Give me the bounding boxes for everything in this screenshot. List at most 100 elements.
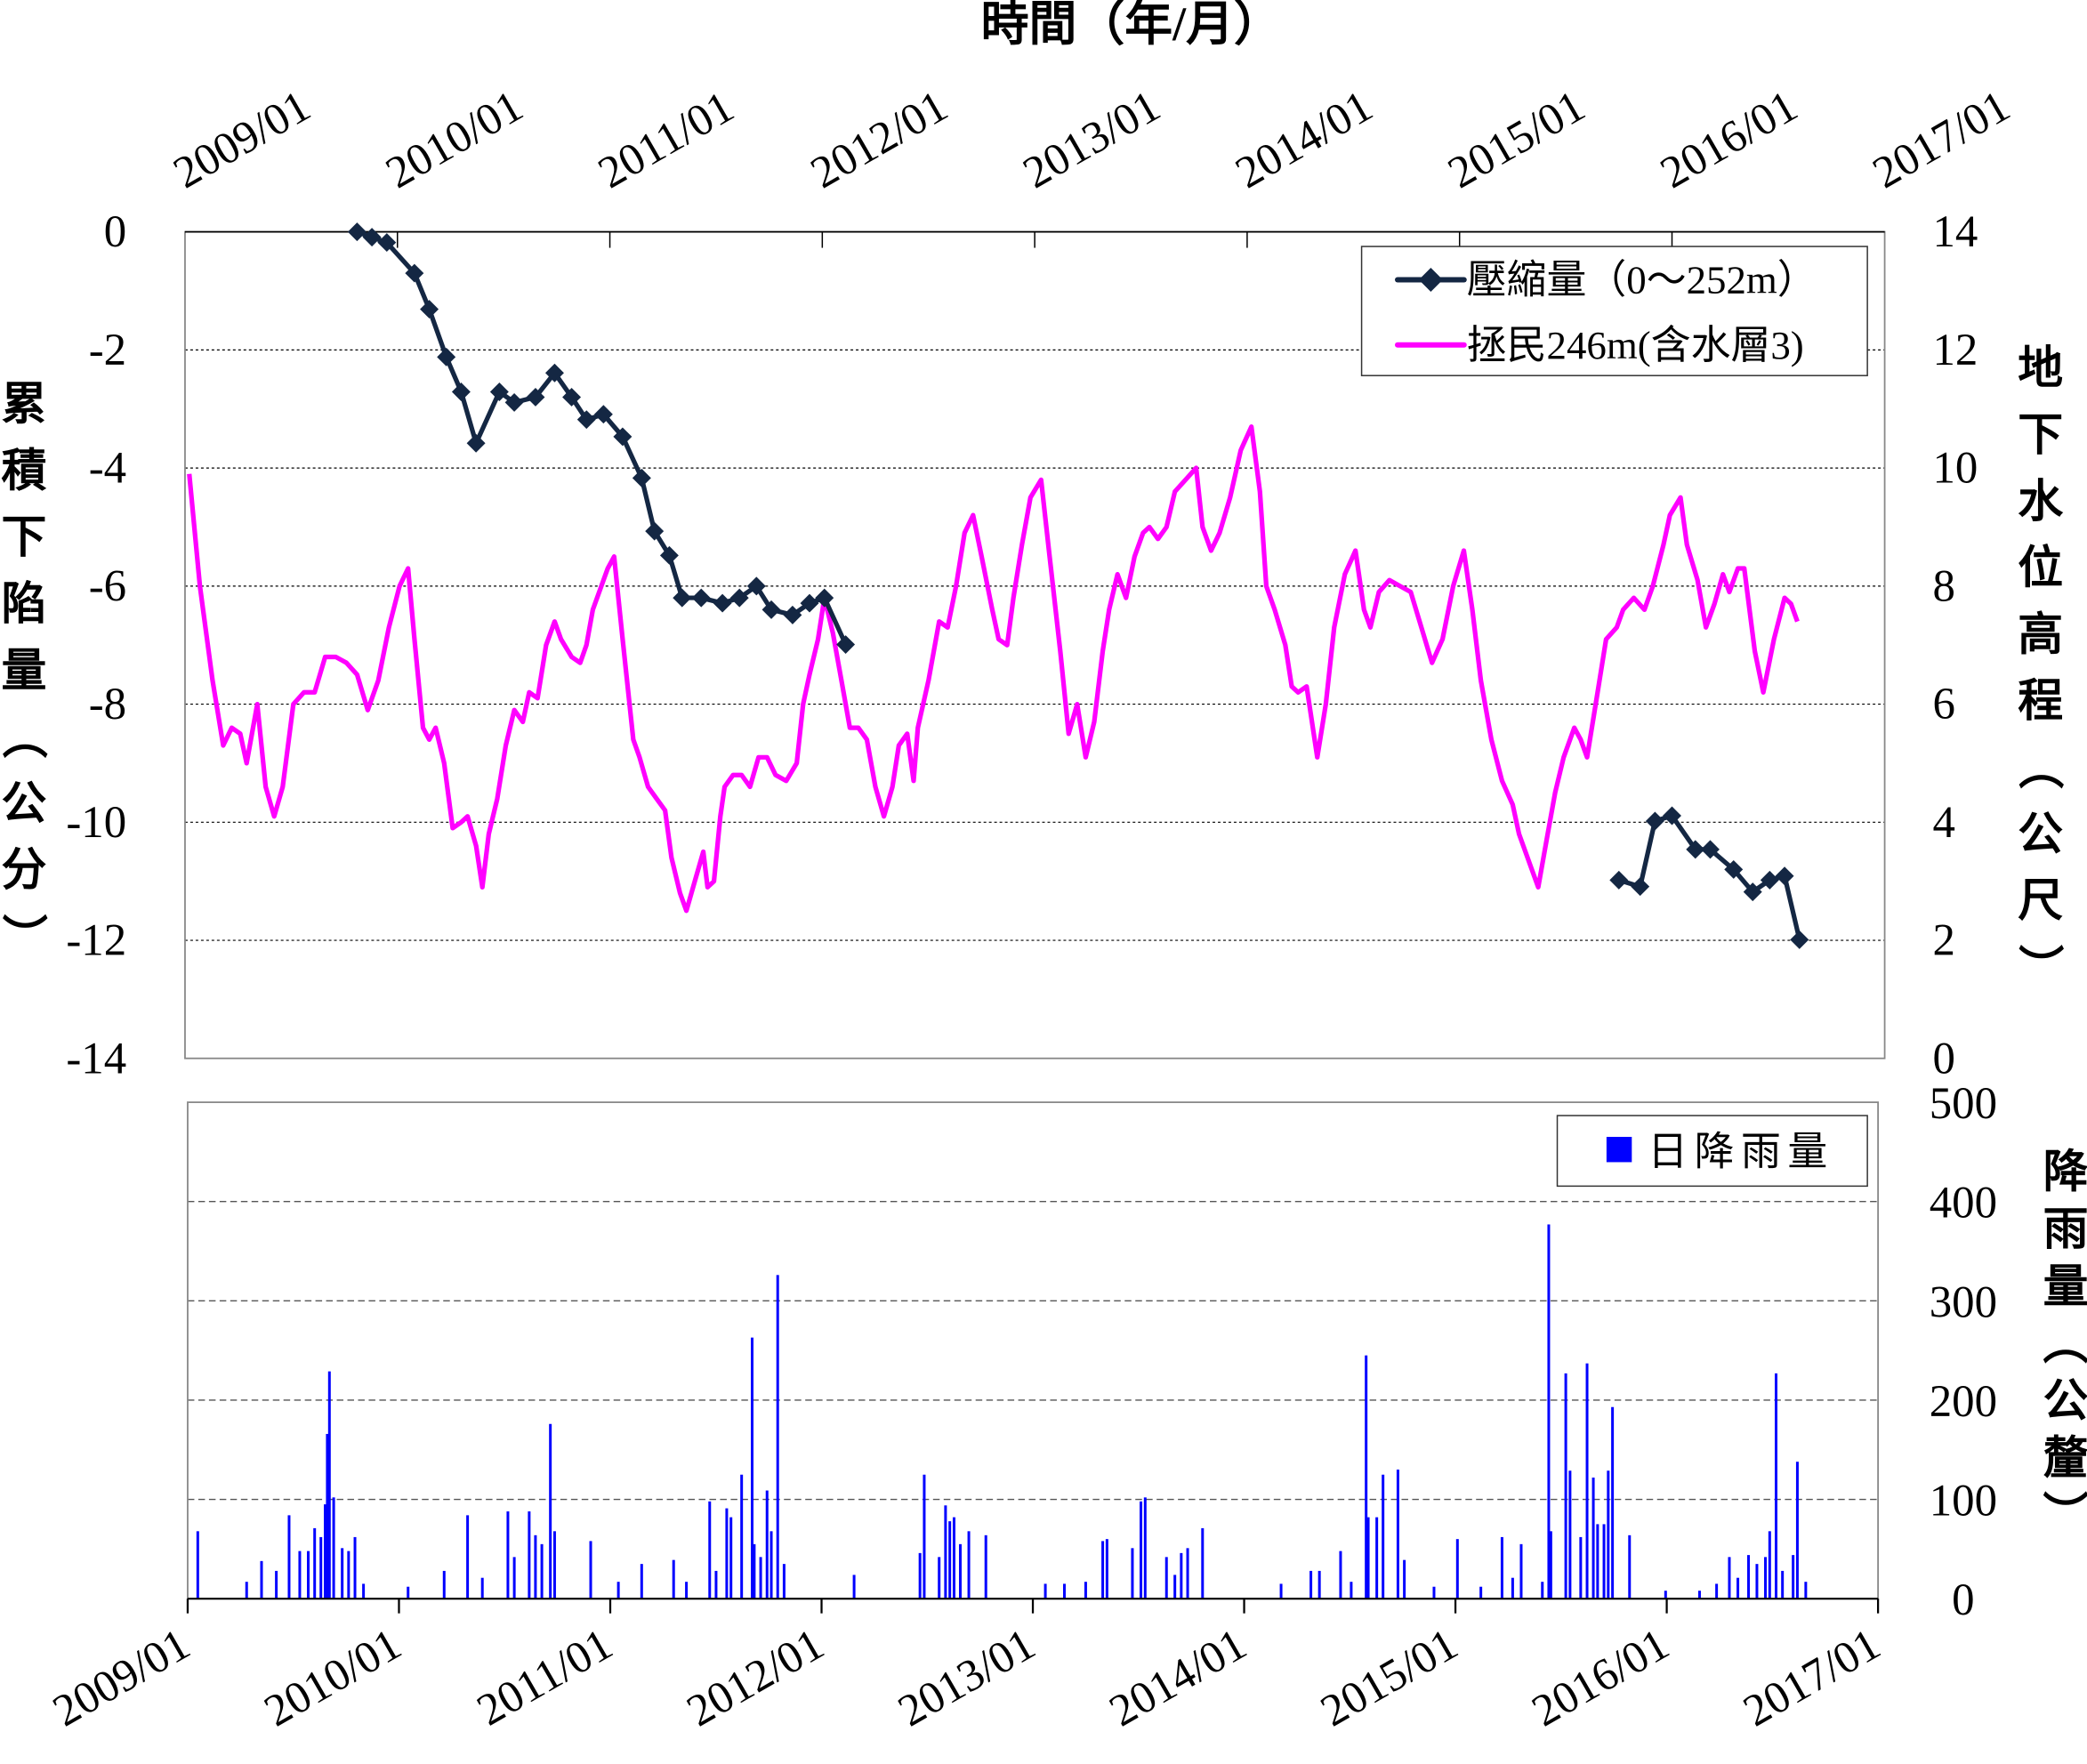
rainfall-bar [324, 1504, 327, 1599]
rainfall-bar [1547, 1224, 1551, 1599]
rainfall-bar [1628, 1534, 1632, 1599]
rainfall-bar [1366, 1517, 1370, 1599]
rainfall-bar [1164, 1557, 1168, 1599]
left-y-title-char: 累 [1, 381, 46, 431]
bottom-x-tick-label: 2011/01 [469, 1619, 621, 1736]
compression-point [1790, 930, 1809, 949]
left-y-tick-label: -4 [89, 444, 126, 494]
rainfall-bar [1568, 1470, 1572, 1599]
top-x-tick-label: 2017/01 [1865, 81, 2018, 198]
bottom-x-tick-label: 2012/01 [679, 1619, 832, 1736]
left-y-title-char: 分 [1, 846, 46, 896]
compression-point [466, 433, 486, 453]
compression-point [713, 593, 732, 613]
top-x-tick-label: 2012/01 [802, 81, 955, 198]
rainfall-bar [1365, 1355, 1368, 1599]
rainfall-bar [287, 1515, 291, 1599]
left-y-title-char: 公 [1, 779, 46, 829]
rainfall-bar [313, 1527, 317, 1599]
legend-rainfall-label: 日降雨量 [1648, 1129, 1833, 1173]
rainfall-bar [640, 1564, 643, 1599]
rainfall-bar [1143, 1497, 1147, 1599]
rainfall-bar [725, 1508, 729, 1599]
rainfall-bar [275, 1570, 278, 1599]
x-axis-title: 時間（年/月） [981, 0, 1282, 51]
right-y-tick-label: 0 [1932, 1034, 1954, 1083]
rainfall-bar [918, 1552, 922, 1599]
rainfall-bar [466, 1515, 470, 1599]
rainfall-bar [407, 1586, 410, 1599]
rainfall-bar [1105, 1539, 1108, 1599]
compression-point [1724, 859, 1744, 879]
rainfall-bar [708, 1501, 712, 1599]
compression-point [746, 576, 766, 596]
rainfall-bar [1541, 1582, 1544, 1599]
rainfall-y-tick-label: 0 [1952, 1575, 1974, 1625]
right-y-title-char: 高 [2018, 609, 2063, 660]
rainfall-bar [944, 1505, 947, 1599]
left-y-tick-label: 0 [104, 207, 126, 257]
compression-point [613, 427, 633, 447]
rainfall-y-axis-title: 降雨量（公釐） [2035, 1148, 2087, 1549]
legend-rainfall-square-icon [1606, 1137, 1632, 1163]
rainfall-bar [1781, 1570, 1785, 1599]
rainfall-bar [729, 1517, 733, 1599]
compression-point [783, 605, 802, 624]
compression-point [451, 383, 471, 401]
rainfall-bar [1396, 1470, 1399, 1599]
legend-compression-label: 壓縮量（0～252m） [1467, 257, 1817, 302]
rainfall-bar [552, 1531, 556, 1599]
compression-point [347, 222, 367, 242]
compression-point [761, 600, 781, 619]
compression-point [562, 387, 582, 407]
rainfall-bar [1591, 1478, 1595, 1599]
rainfall-bar [948, 1521, 952, 1599]
rainfall-bar [260, 1560, 263, 1599]
rainfall-bar [967, 1531, 971, 1599]
rainfall-bar [852, 1575, 856, 1599]
right-y-title-char: 水 [2018, 477, 2064, 528]
rainfall-bar [1317, 1570, 1321, 1599]
left-y-tick-label: -10 [66, 798, 126, 848]
right-y-tick-label: 2 [1932, 916, 1954, 966]
rainfall-bar [1664, 1591, 1667, 1599]
rainfall-bar [770, 1531, 773, 1599]
rainfall-bar [616, 1582, 620, 1599]
rainfall-bar [347, 1551, 351, 1599]
compression-point [1743, 882, 1762, 902]
rainfall-bar [1549, 1531, 1552, 1599]
rainfall-bar [1747, 1555, 1751, 1599]
rainfall-bar [1180, 1552, 1183, 1599]
rainfall-bar [332, 1497, 335, 1599]
rainfall-bar [589, 1541, 592, 1599]
rainfall-bar [1403, 1559, 1406, 1599]
rainfall-bar [1432, 1586, 1436, 1599]
rainfall-bar [480, 1577, 484, 1599]
bottom-legend: 日降雨量 [1556, 1115, 1868, 1188]
rainfall-bar [1101, 1541, 1105, 1599]
rainfall-bar [1455, 1539, 1459, 1599]
rainfall-bar [782, 1564, 786, 1599]
left-y-tick-label: -12 [66, 916, 126, 966]
rainfall-bar [1768, 1531, 1771, 1599]
rainfall-bar [1173, 1575, 1177, 1599]
bottom-x-tick-label: 2015/01 [1313, 1619, 1466, 1736]
right-y-tick-label: 10 [1932, 444, 1978, 494]
rainfall-bar [1715, 1583, 1719, 1599]
right-y-tick-label: 8 [1932, 561, 1954, 611]
rainfall-y-tick-label: 100 [1930, 1477, 1997, 1526]
rainfall-bar [1309, 1570, 1313, 1599]
bottom-x-tick-label: 2013/01 [890, 1619, 1044, 1736]
compression-point [1760, 870, 1779, 890]
compression-point [673, 588, 692, 608]
top-x-tick-label: 2016/01 [1652, 81, 1805, 198]
rainfall-bar [1564, 1373, 1567, 1599]
rainfall-bar [672, 1559, 675, 1599]
rainfall-bar [1511, 1577, 1514, 1599]
rainfall-bar [549, 1423, 552, 1599]
right-y-tick-label: 6 [1932, 680, 1954, 729]
rainfall-bar [1764, 1557, 1768, 1599]
compression-point [420, 300, 439, 319]
rainfall-bar [1279, 1583, 1283, 1599]
